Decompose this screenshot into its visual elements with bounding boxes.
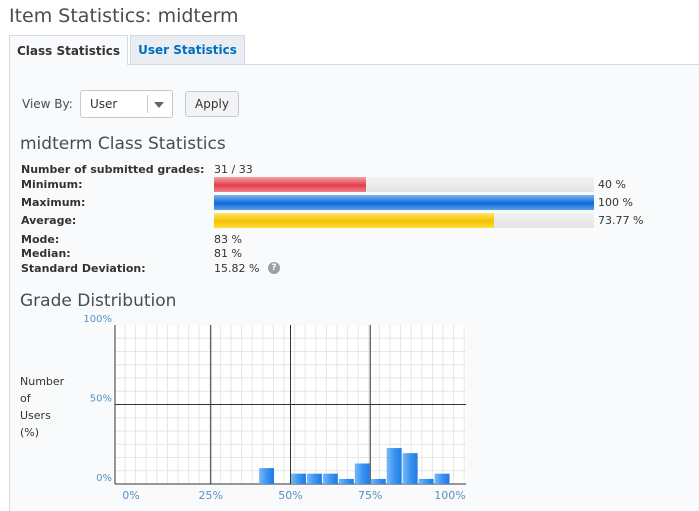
y-axis-title: Number of Users (%): [20, 373, 80, 441]
chevron-down-icon: [154, 102, 164, 108]
y-axis-title-line: (%): [20, 426, 40, 439]
mode-label: Mode:: [21, 233, 60, 246]
minimum-bar-fill: [214, 177, 366, 192]
view-by-label: View By:: [22, 97, 73, 111]
histogram-bar: [370, 478, 386, 484]
page-title: Item Statistics: midterm: [9, 5, 239, 27]
average-value: 73.77 %: [598, 214, 644, 227]
average-bar: [214, 213, 594, 228]
histogram-bar: [259, 468, 275, 484]
view-by-select[interactable]: User: [80, 90, 173, 118]
y-tick-label: 0%: [96, 473, 112, 484]
average-label: Average:: [21, 214, 77, 227]
x-tick-label: 100%: [434, 489, 465, 502]
tab-user-statistics[interactable]: User Statistics: [130, 35, 245, 65]
maximum-bar: [214, 195, 594, 210]
y-axis-title-line: Users: [20, 409, 51, 422]
histogram-bar: [402, 453, 418, 484]
minimum-value: 40 %: [598, 178, 626, 191]
x-tick-label: 25%: [199, 489, 223, 502]
histogram-bar: [306, 473, 322, 484]
maximum-bar-fill: [214, 195, 594, 210]
grade-distribution-title: Grade Distribution: [20, 291, 177, 311]
maximum-value: 100 %: [598, 196, 633, 209]
x-tick-label: 50%: [278, 489, 302, 502]
submitted-grades-value: 31 / 33: [214, 163, 253, 176]
average-bar-fill: [214, 213, 495, 228]
submitted-grades-label: Number of submitted grades:: [21, 163, 205, 176]
question-circle-icon[interactable]: ?: [268, 262, 280, 274]
x-tick-label: 0%: [122, 489, 139, 502]
y-tick-label: 50%: [90, 394, 112, 405]
view-by-selected-value: User: [90, 97, 118, 111]
histogram-bar: [418, 478, 434, 484]
std-dev-label: Standard Deviation:: [21, 262, 146, 275]
std-dev-value: 15.82 %: [214, 262, 260, 275]
minimum-label: Minimum:: [21, 178, 83, 191]
apply-button[interactable]: Apply: [185, 91, 239, 117]
histogram-bar: [434, 473, 450, 484]
histogram-bar: [386, 448, 402, 484]
select-divider: [147, 95, 148, 113]
histogram-bar: [291, 473, 306, 484]
median-label: Median:: [21, 247, 71, 260]
mode-value: 83 %: [214, 233, 242, 246]
tab-class-statistics[interactable]: Class Statistics: [9, 35, 128, 66]
histogram-bar: [322, 473, 338, 484]
x-tick-label: 75%: [358, 489, 382, 502]
y-tick-label: 100%: [83, 314, 112, 325]
y-axis-title-line: Number: [20, 375, 65, 388]
class-statistics-title: midterm Class Statistics: [20, 134, 226, 154]
histogram-bar: [354, 463, 370, 484]
maximum-label: Maximum:: [21, 196, 86, 209]
tab-bar: Class Statistics User Statistics: [9, 35, 699, 66]
minimum-bar: [214, 177, 594, 192]
y-axis-title-line: of: [20, 392, 31, 405]
median-value: 81 %: [214, 247, 242, 260]
histogram-bar: [338, 478, 354, 484]
